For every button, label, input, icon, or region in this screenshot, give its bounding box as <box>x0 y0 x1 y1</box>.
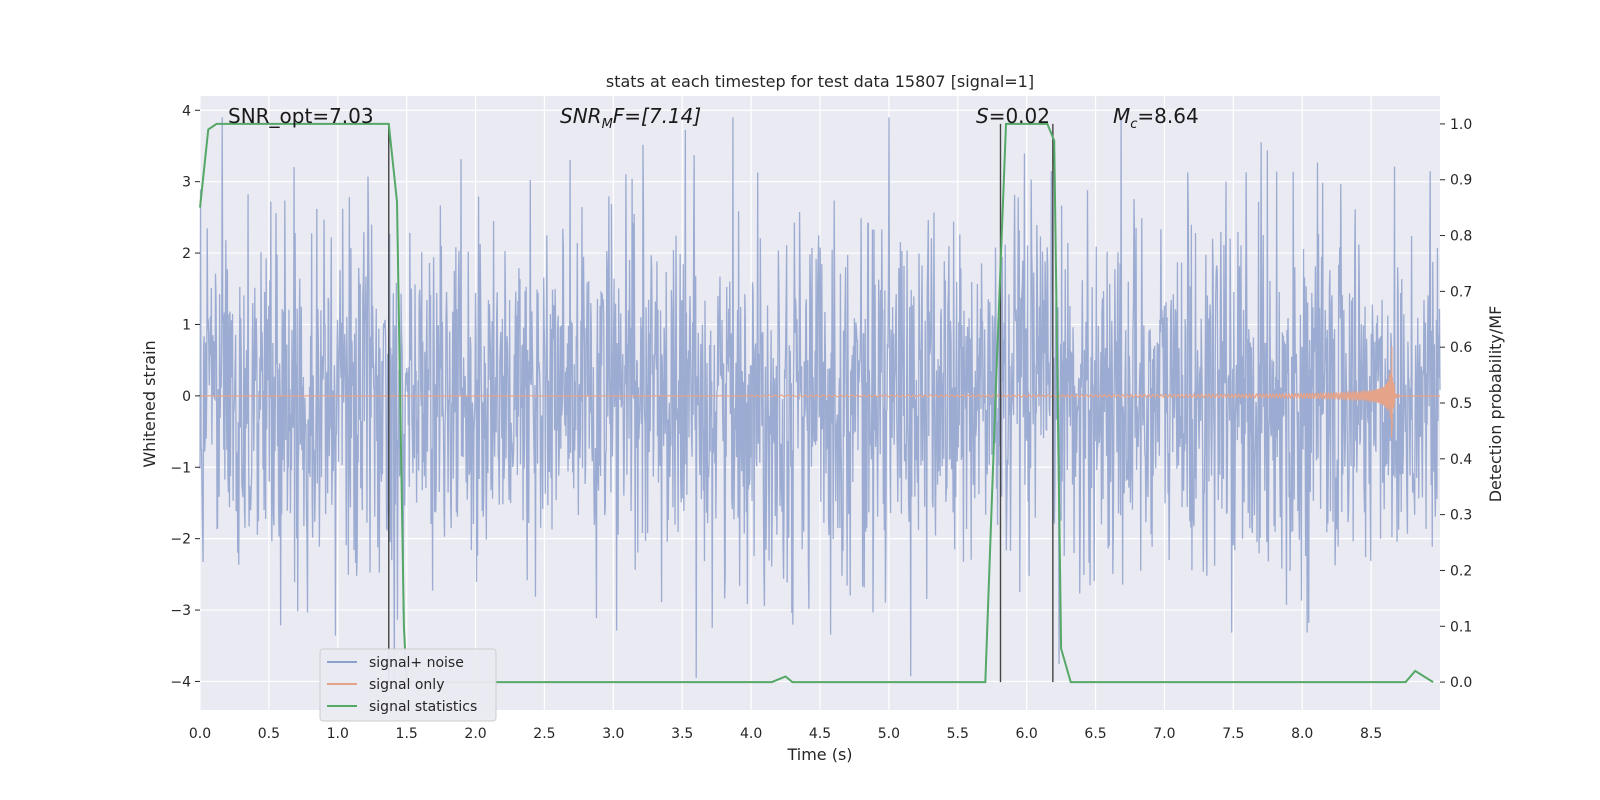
legend-label-signal-noise: signal+ noise <box>369 655 464 671</box>
x-tick-label: 7.0 <box>1153 726 1175 742</box>
y2-tick-label: 0.7 <box>1450 284 1472 300</box>
annotation-snr-mf-rest: F=[7.14] <box>613 104 701 128</box>
y2-tick-label: 1.0 <box>1450 117 1472 133</box>
vertical-markers <box>388 123 1054 683</box>
x-tick-label: 1.0 <box>327 726 349 742</box>
y2-tick-label: 0.5 <box>1450 396 1472 412</box>
series-signal-only <box>199 346 1440 438</box>
x-tick-label: 8.5 <box>1360 726 1382 742</box>
y-tick-labels: 4 3 2 1 0 −1 −2 −3 −4 <box>170 103 200 690</box>
y2-tick-label: 0.1 <box>1450 619 1472 635</box>
x-tick-label: 0.0 <box>189 726 211 742</box>
annotation-s-rest: =0.02 <box>989 104 1050 128</box>
series-line-signal-statistics <box>199 122 1434 684</box>
annotation-snr-mf-main: SNR <box>560 104 602 128</box>
series-signal-noise <box>199 117 1441 678</box>
x-tick-label: 6.0 <box>1016 726 1038 742</box>
y-tick-label: 1 <box>182 317 191 333</box>
legend-label-signal-only: signal only <box>369 677 444 693</box>
series-line-signal-noise <box>199 117 1441 678</box>
x-tick-label: 8.0 <box>1291 726 1313 742</box>
x-tick-label: 3.0 <box>602 726 624 742</box>
annotation-s-main: S <box>976 104 989 128</box>
y2-tick-label: 0.6 <box>1450 340 1472 356</box>
x-tick-label: 2.5 <box>533 726 555 742</box>
annotation-mc: Mc=8.64 <box>1113 104 1199 132</box>
y2-axis-label: Detection probability/MF <box>1486 306 1505 503</box>
y-tick-label: 3 <box>182 175 191 191</box>
y-tick-label: −3 <box>170 603 191 619</box>
x-tick-label: 4.5 <box>809 726 831 742</box>
legend: signal+ noise signal only signal statist… <box>319 648 497 722</box>
annotation-snr-opt: SNR_opt=7.03 <box>228 104 374 128</box>
annotation-snr-mf-sub: M <box>602 117 613 132</box>
y2-tick-label: 0.3 <box>1450 508 1472 524</box>
y-tick-label: 4 <box>182 103 191 119</box>
y2-tick-label: 0.0 <box>1450 675 1472 691</box>
y-axis-label: Whitened strain <box>140 340 159 467</box>
annotation-snr-mf: SNRMF=[7.14] <box>560 104 701 132</box>
y-tick-label: −4 <box>170 674 191 690</box>
y-tick-label: −1 <box>170 460 191 476</box>
series-signal-statistics <box>199 122 1434 684</box>
legend-box <box>319 648 497 722</box>
y-tick-label: 2 <box>182 246 191 262</box>
annotation-mc-main: M <box>1113 104 1130 128</box>
annotation-s: S=0.02 <box>976 104 1050 128</box>
x-tick-label: 0.5 <box>258 726 280 742</box>
series-line-signal-only <box>199 346 1440 438</box>
x-tick-label: 4.0 <box>740 726 762 742</box>
x-tick-labels: 0.0 0.5 1.0 1.5 2.0 2.5 3.0 3.5 4.0 4.5 5.0 5.5 6.0 6… <box>189 726 1382 742</box>
y2-tick-labels: 1.0 0.9 0.8 0.7 0.6 0.5 0.4 0.3 0.2 0.1 0.0 <box>1440 117 1472 691</box>
x-tick-label: 1.5 <box>396 726 418 742</box>
y-tick-label: −2 <box>170 532 191 548</box>
x-tick-label: 5.0 <box>878 726 900 742</box>
annotation-mc-rest: =8.64 <box>1137 104 1198 128</box>
annotation-mc-sub: c <box>1130 117 1137 132</box>
y2-tick-label: 0.8 <box>1450 229 1472 245</box>
x-axis-label: Time (s) <box>786 745 852 764</box>
y2-tick-label: 0.4 <box>1450 452 1472 468</box>
x-tick-label: 7.5 <box>1222 726 1244 742</box>
y-tick-label: 0 <box>182 389 191 405</box>
x-tick-label: 6.5 <box>1084 726 1106 742</box>
x-tick-label: 5.5 <box>947 726 969 742</box>
legend-label-signal-statistics: signal statistics <box>369 699 477 715</box>
x-tick-label: 3.5 <box>671 726 693 742</box>
x-tick-label: 2.0 <box>464 726 486 742</box>
chart-title: stats at each timestep for test data 158… <box>606 72 1034 91</box>
y2-tick-label: 0.9 <box>1450 173 1472 189</box>
y2-tick-label: 0.2 <box>1450 563 1472 579</box>
